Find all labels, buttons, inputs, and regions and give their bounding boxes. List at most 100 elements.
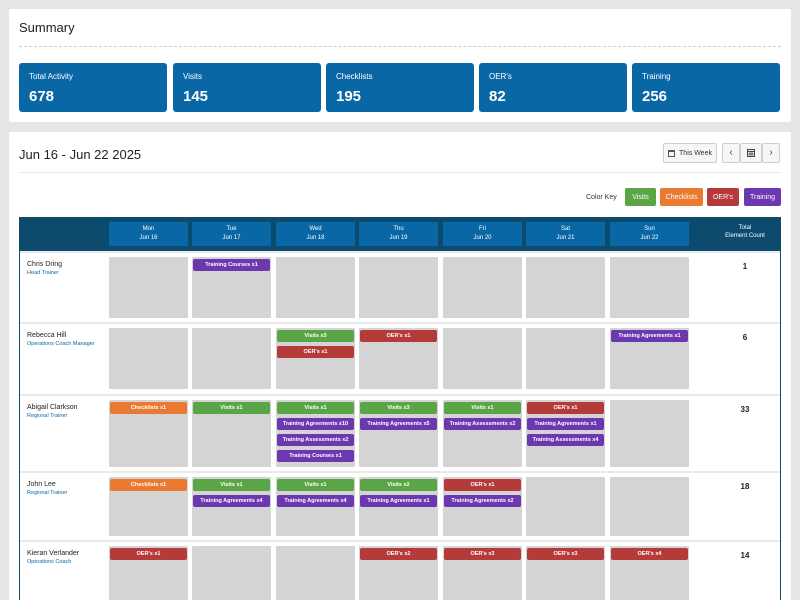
activity-pill-training[interactable]: Training Agreements x1 [360, 495, 437, 507]
activity-pill-oers[interactable]: OER's x4 [611, 548, 688, 560]
total-element-count: 33 [740, 405, 750, 414]
activity-pill-visits[interactable]: Visits x1 [277, 402, 354, 414]
day-cell-thu[interactable]: OER's x1 [359, 328, 438, 389]
stat-label: OER's [489, 72, 512, 81]
day-name: Tue [226, 226, 237, 232]
employee-role[interactable]: Operations Coach Manager [27, 341, 95, 347]
date-picker-button[interactable] [740, 143, 762, 163]
legend-checklists[interactable]: Checklists [660, 188, 703, 206]
day-cell-tue[interactable] [192, 546, 271, 600]
activity-pill-training[interactable]: Training Agreements x4 [277, 495, 354, 507]
stat-value: 145 [183, 88, 209, 105]
activity-pill-visits[interactable]: Visits x2 [360, 479, 437, 491]
day-cell-sat[interactable]: OER's x1 Training Agreements x1 Training A… [526, 400, 605, 467]
stat-label: Checklists [336, 72, 373, 81]
day-cell-wed[interactable] [276, 546, 355, 600]
employee-name: Kieran Verlander [27, 550, 80, 557]
activity-pill-training[interactable]: Training Courses x1 [277, 450, 354, 462]
day-date: Jun 18 [306, 235, 325, 241]
legend-oers[interactable]: OER's [707, 188, 739, 206]
activity-pill-visits[interactable]: Visits x3 [360, 402, 437, 414]
day-cell-sat[interactable]: OER's x3 [526, 546, 605, 600]
employee-role[interactable]: Operations Coach [27, 559, 72, 565]
previous-week-button[interactable]: ‹ [722, 143, 740, 163]
legend-visits[interactable]: Visits [625, 188, 656, 206]
activity-pill-oers[interactable]: OER's x3 [444, 548, 521, 560]
activity-pill-visits[interactable]: Visits x3 [277, 330, 354, 342]
calendar-grid-icon [747, 149, 755, 157]
activity-pill-training[interactable]: Training Agreements x5 [360, 418, 437, 430]
day-cell-sun[interactable]: OER's x4 [610, 546, 689, 600]
day-cell-tue[interactable] [192, 328, 271, 389]
activity-pill-training[interactable]: Training Agreements x4 [193, 495, 270, 507]
stat-card-total-activity: Total Activity 678 [19, 63, 167, 112]
activity-pill-oers[interactable]: OER's x3 [527, 548, 604, 560]
day-cell-fri[interactable]: OER's x3 [443, 546, 522, 600]
activity-pill-oers[interactable]: OER's x1 [527, 402, 604, 414]
day-cell-tue[interactable]: Visits x1 Training Agreements x4 [192, 477, 271, 536]
activity-pill-oers[interactable]: OER's x1 [110, 548, 187, 560]
activity-pill-visits[interactable]: Visits x1 [193, 479, 270, 491]
day-header-tue: Tue Jun 17 [192, 222, 271, 246]
day-cell-fri[interactable]: Visits x1 Training Assessments x2 [443, 400, 522, 467]
stat-label: Total Activity [29, 72, 74, 81]
stat-card-oers: OER's 82 [479, 63, 627, 112]
day-cell-sun[interactable]: Training Agreements x1 [610, 328, 689, 389]
day-cell-mon[interactable]: Checklists x1 [109, 400, 188, 467]
day-cell-wed[interactable]: Visits x1 Training Agreements x10 Training… [276, 400, 355, 467]
day-cell-sun[interactable] [610, 257, 689, 318]
day-cell-thu[interactable]: Visits x2 Training Agreements x1 [359, 477, 438, 536]
day-cell-mon[interactable]: Checklists x1 [109, 477, 188, 536]
this-week-button[interactable]: This Week [663, 143, 717, 163]
day-cell-thu[interactable] [359, 257, 438, 318]
day-cell-thu[interactable]: OER's x2 [359, 546, 438, 600]
activity-pill-checklists[interactable]: Checklists x1 [110, 479, 187, 491]
day-cell-wed[interactable]: Visits x3 OER's x1 [276, 328, 355, 389]
employee-role[interactable]: Regional Trainer [27, 490, 68, 496]
day-cell-sat[interactable] [526, 328, 605, 389]
day-cell-fri[interactable]: OER's x1 Training Agreements x2 [443, 477, 522, 536]
stat-value: 195 [336, 88, 362, 105]
day-cell-sat[interactable] [526, 477, 605, 536]
activity-pill-training[interactable]: Training Agreements x1 [611, 330, 688, 342]
day-header-fri: Fri Jun 20 [443, 222, 522, 246]
day-cell-fri[interactable] [443, 257, 522, 318]
activity-pill-training[interactable]: Training Agreements x1 [527, 418, 604, 430]
activity-pill-visits[interactable]: Visits x1 [277, 479, 354, 491]
activity-pill-oers[interactable]: OER's x1 [277, 346, 354, 358]
activity-pill-training[interactable]: Training Assessments x2 [277, 434, 354, 446]
activity-pill-visits[interactable]: Visits x1 [444, 402, 521, 414]
total-element-count: 1 [742, 262, 748, 271]
activity-pill-checklists[interactable]: Checklists x1 [110, 402, 187, 414]
date-range-title: Jun 16 - Jun 22 2025 [19, 147, 142, 162]
day-cell-tue[interactable]: Visits x1 [192, 400, 271, 467]
day-name: Fri [479, 226, 486, 232]
day-cell-fri[interactable] [443, 328, 522, 389]
employee-role[interactable]: Head Trainer [27, 270, 59, 276]
activity-pill-oers[interactable]: OER's x1 [444, 479, 521, 491]
day-cell-mon[interactable]: OER's x1 [109, 546, 188, 600]
next-week-button[interactable]: › [762, 143, 780, 163]
activity-pill-training[interactable]: Training Courses x1 [193, 259, 270, 271]
day-date: Jun 22 [640, 235, 659, 241]
activity-pill-training[interactable]: Training Assessments x4 [527, 434, 604, 446]
employee-role[interactable]: Regional Trainer [27, 413, 68, 419]
activity-pill-oers[interactable]: OER's x1 [360, 330, 437, 342]
activity-pill-visits[interactable]: Visits x1 [193, 402, 270, 414]
day-cell-mon[interactable] [109, 328, 188, 389]
calendar-divider [19, 172, 781, 173]
day-cell-sun[interactable] [610, 477, 689, 536]
day-cell-wed[interactable] [276, 257, 355, 318]
legend-training[interactable]: Training [744, 188, 781, 206]
day-cell-sat[interactable] [526, 257, 605, 318]
day-date: Jun 21 [556, 235, 575, 241]
day-cell-wed[interactable]: Visits x1 Training Agreements x4 [276, 477, 355, 536]
activity-pill-training[interactable]: Training Assessments x2 [444, 418, 521, 430]
day-cell-thu[interactable]: Visits x3 Training Agreements x5 [359, 400, 438, 467]
day-cell-tue[interactable]: Training Courses x1 [192, 257, 271, 318]
activity-pill-training[interactable]: Training Agreements x2 [444, 495, 521, 507]
activity-pill-oers[interactable]: OER's x2 [360, 548, 437, 560]
day-cell-mon[interactable] [109, 257, 188, 318]
day-cell-sun[interactable] [610, 400, 689, 467]
activity-pill-training[interactable]: Training Agreements x10 [277, 418, 354, 430]
